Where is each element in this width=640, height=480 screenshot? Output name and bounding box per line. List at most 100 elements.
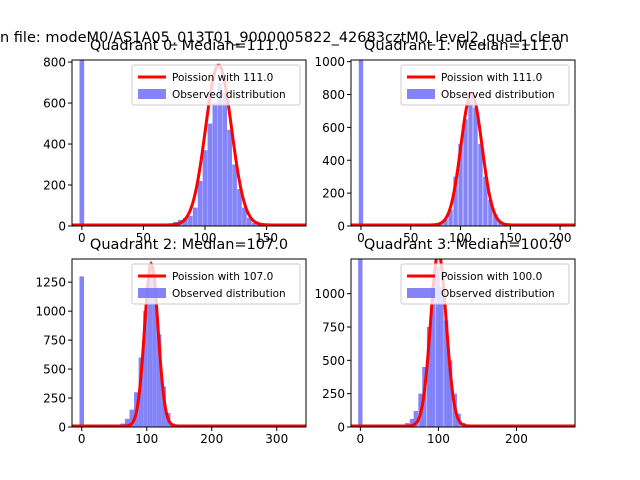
legend-box: [131, 64, 301, 106]
legend-box: [400, 263, 570, 305]
hist-bar: [444, 320, 449, 427]
hist-bar: [222, 92, 228, 226]
hist-bar: [202, 150, 208, 226]
hist-bar: [143, 311, 148, 427]
legend-line-label: Poission with 111.0: [441, 72, 542, 84]
hist-bar: [147, 264, 153, 427]
legend: Poission with 111.0 Observed distribution: [400, 64, 570, 106]
y-tick-label: 400: [322, 154, 345, 168]
hist-bar-zero-spike: [79, 60, 85, 226]
legend-hist-swatch: [138, 89, 166, 99]
legend-hist-swatch: [138, 288, 166, 298]
y-tick-label: 750: [322, 321, 345, 335]
x-tick-label: 150: [499, 231, 522, 245]
hist-bar: [463, 119, 468, 226]
x-tick-label: 200: [549, 231, 572, 245]
y-tick-label: 600: [322, 121, 345, 135]
subplot-quadrant-2: 0 100 200 300 0 250 500 750 1000 1250 Quadrant 2: …: [35, 237, 307, 446]
hist-bar: [129, 409, 135, 427]
legend-hist-label: Observed distribution: [441, 288, 555, 300]
hist-bar: [124, 418, 130, 427]
poisson-curve: [351, 91, 575, 226]
hist-bar: [156, 334, 162, 427]
legend-hist-label: Observed distribution: [441, 89, 555, 101]
y-tick-label: 1000: [314, 55, 345, 69]
y-tick-label: 500: [43, 363, 66, 377]
subplot-title: Quadrant 0: Median=111.0: [90, 38, 288, 54]
hist-bar: [182, 217, 188, 226]
hist-bar: [237, 189, 242, 226]
x-tick-label: 50: [136, 231, 151, 245]
x-tick-label: 300: [265, 432, 288, 446]
hist-bar: [498, 221, 503, 226]
x-tick-label: 100: [449, 231, 472, 245]
x-tick-label: 50: [403, 231, 418, 245]
hist-bar-zero-spike: [358, 259, 363, 427]
hist-bar: [227, 129, 232, 226]
hist-bar: [242, 207, 247, 226]
hist-bar: [493, 214, 498, 226]
hist-bar: [207, 123, 213, 226]
hist-bar: [435, 267, 440, 427]
y-tick-label: 0: [337, 220, 345, 234]
hist-bar: [483, 176, 488, 226]
y-tick-label: 250: [43, 392, 66, 406]
hist-bar: [187, 215, 193, 226]
axes-frame: [350, 59, 576, 227]
hist-bar: [448, 209, 453, 226]
hist-bar: [138, 357, 144, 427]
hist-bar: [458, 143, 463, 226]
subplot-title: Quadrant 1: Median=111.0: [364, 38, 562, 54]
axes-frame: [71, 258, 307, 428]
poisson-curve: [72, 261, 306, 427]
hist-bar: [426, 327, 432, 427]
plot-area: [351, 60, 575, 226]
legend: Poission with 107.0 Observed distribution: [131, 263, 301, 305]
legend: Poission with 111.0 Observed distribution: [131, 64, 301, 106]
x-tick-label: 200: [505, 432, 528, 446]
legend-hist-swatch: [407, 288, 435, 298]
hist-bar: [212, 103, 218, 226]
hist-bar: [161, 386, 166, 427]
y-tick-label: 0: [58, 421, 66, 435]
legend-hist-label: Observed distribution: [172, 288, 286, 300]
y-tick-label: 0: [58, 220, 66, 234]
legend-hist-swatch: [407, 89, 435, 99]
hist-bar: [468, 94, 473, 226]
hist-bar: [430, 287, 436, 427]
poisson-curve: [72, 63, 306, 226]
x-tick-label: 200: [200, 432, 223, 446]
hist-bar: [478, 143, 483, 226]
hist-bar: [447, 360, 453, 427]
y-tick-label: 800: [43, 56, 66, 70]
legend-line-label: Poission with 100.0: [441, 271, 542, 283]
legend-line-label: Poission with 107.0: [172, 271, 273, 283]
hist-bar: [409, 419, 415, 427]
legend: Poission with 100.0 Observed distribution: [400, 263, 570, 305]
x-tick-label: 0: [78, 432, 86, 446]
hist-bar: [473, 107, 478, 226]
hist-bar: [232, 164, 237, 226]
hist-bar: [247, 217, 252, 226]
x-tick-label: 100: [194, 231, 217, 245]
subplot-title: Quadrant 3: Median=100.0: [364, 237, 562, 253]
subplot-title: Quadrant 2: Median=107.0: [90, 237, 288, 253]
x-tick-label: 0: [357, 231, 365, 245]
hist-bar: [197, 180, 203, 226]
y-tick-label: 400: [43, 138, 66, 152]
plot-area: [72, 261, 306, 427]
subplot-quadrant-1: 0 50 100 150 200 0 200 400 600 800 1000 Quadrant 1:…: [314, 38, 576, 245]
plot-area: [72, 60, 306, 226]
hist-bar: [251, 222, 257, 226]
y-tick-label: 200: [43, 179, 66, 193]
plot-area: [351, 259, 575, 427]
hist-bar: [439, 287, 444, 427]
x-tick-label: 0: [78, 231, 86, 245]
y-tick-label: 200: [322, 187, 345, 201]
subplot-quadrant-3: 0 100 200 0 250 500 750 1000 Quadrant 3: Median=…: [314, 237, 576, 446]
hist-bar: [152, 276, 157, 427]
hist-bar: [256, 224, 262, 226]
hist-bar: [192, 207, 198, 226]
